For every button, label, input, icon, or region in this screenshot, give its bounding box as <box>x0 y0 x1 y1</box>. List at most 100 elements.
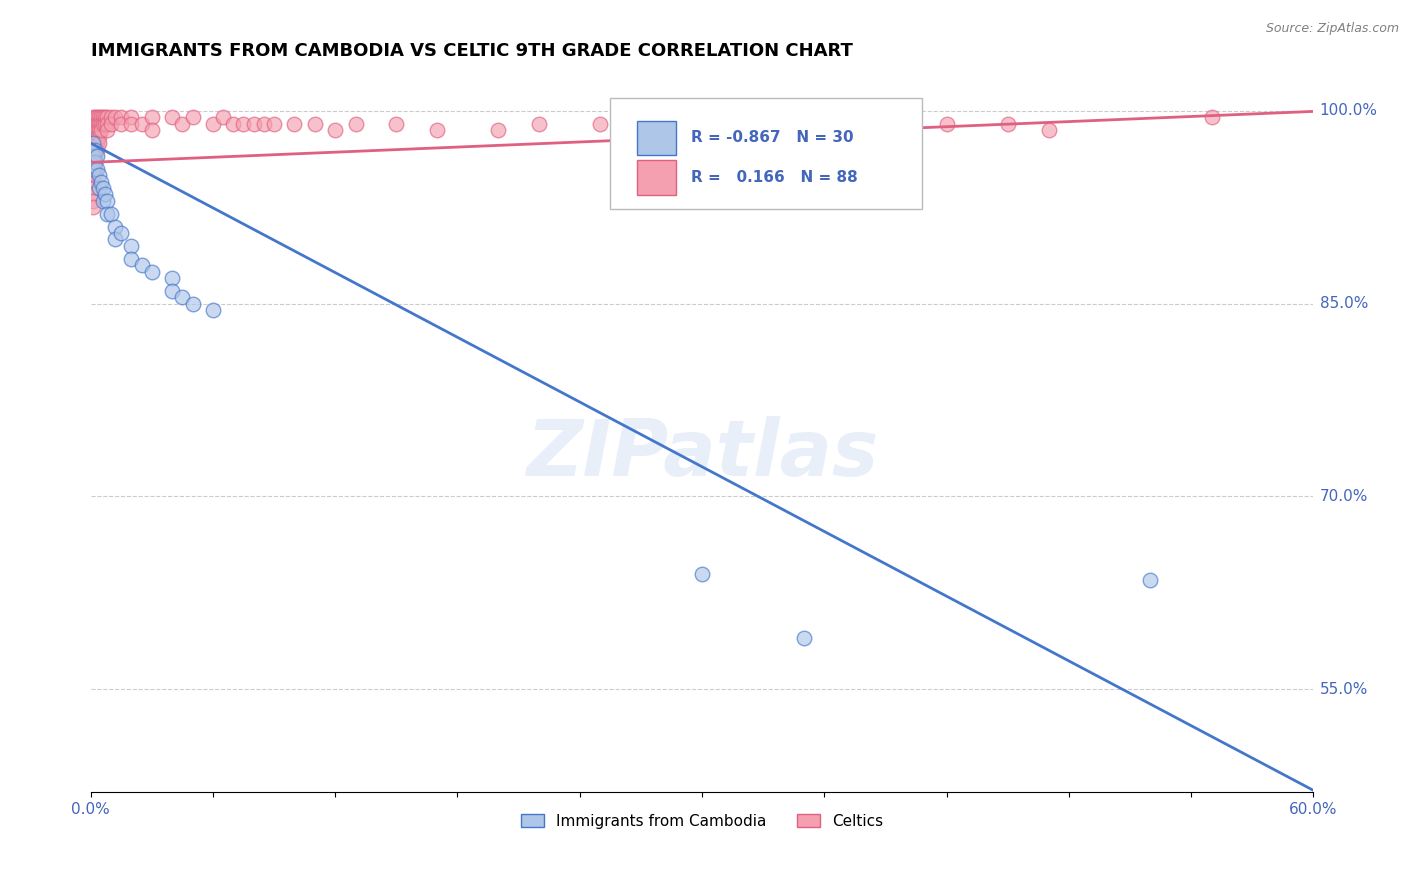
Point <box>83 143 105 157</box>
Point <box>86 123 108 137</box>
Text: ZIPatlas: ZIPatlas <box>526 416 879 491</box>
Point <box>82 143 104 157</box>
Point <box>83 136 105 150</box>
Point <box>242 117 264 131</box>
Point <box>527 117 550 131</box>
Point <box>690 123 713 137</box>
Point <box>86 149 108 163</box>
Point <box>94 117 117 131</box>
Point <box>96 123 118 137</box>
Point <box>1201 111 1223 125</box>
Point <box>87 111 110 125</box>
Point <box>87 129 110 144</box>
Point <box>344 117 367 131</box>
Point <box>181 111 204 125</box>
Point <box>486 123 509 137</box>
Point <box>141 264 163 278</box>
Point <box>82 129 104 144</box>
Text: 55.0%: 55.0% <box>1320 681 1368 697</box>
Point <box>201 117 224 131</box>
Point <box>96 194 118 208</box>
Point <box>172 290 194 304</box>
Point <box>120 239 142 253</box>
Point <box>1038 123 1060 137</box>
Point <box>94 187 117 202</box>
Point <box>82 155 104 169</box>
Point <box>426 123 449 137</box>
Point <box>160 111 183 125</box>
Point <box>82 149 104 163</box>
Point <box>83 161 105 176</box>
Point <box>83 155 105 169</box>
Point <box>141 111 163 125</box>
Point <box>96 117 118 131</box>
Point <box>110 111 132 125</box>
Point <box>96 207 118 221</box>
Point <box>82 111 104 125</box>
Point <box>212 111 235 125</box>
Point <box>385 117 408 131</box>
Text: Source: ZipAtlas.com: Source: ZipAtlas.com <box>1265 22 1399 36</box>
Point <box>323 123 346 137</box>
Point <box>82 194 104 208</box>
Point <box>90 123 112 137</box>
Point <box>104 111 127 125</box>
Point <box>86 136 108 150</box>
Point <box>141 123 163 137</box>
Bar <box>637 120 676 155</box>
Point <box>82 161 104 176</box>
Text: R =   0.166   N = 88: R = 0.166 N = 88 <box>690 170 858 185</box>
Point <box>894 117 917 131</box>
Text: IMMIGRANTS FROM CAMBODIA VS CELTIC 9TH GRADE CORRELATION CHART: IMMIGRANTS FROM CAMBODIA VS CELTIC 9TH G… <box>90 42 852 60</box>
Text: 100.0%: 100.0% <box>1320 103 1378 119</box>
Point <box>82 161 104 176</box>
Point <box>304 117 326 131</box>
Point <box>83 149 105 163</box>
Point <box>91 194 114 208</box>
Point <box>232 117 254 131</box>
Point <box>82 117 104 131</box>
Point <box>86 117 108 131</box>
FancyBboxPatch shape <box>610 97 922 209</box>
Point <box>253 117 276 131</box>
Point <box>650 123 672 137</box>
Point <box>82 200 104 214</box>
Point <box>86 129 108 144</box>
Point <box>83 123 105 137</box>
Point <box>110 117 132 131</box>
Text: 70.0%: 70.0% <box>1320 489 1368 504</box>
Point <box>82 136 104 150</box>
Point <box>120 111 142 125</box>
Point <box>110 226 132 240</box>
Point <box>1139 573 1161 587</box>
Point <box>96 111 118 125</box>
Point <box>86 161 108 176</box>
Point <box>83 117 105 131</box>
Point <box>91 117 114 131</box>
Point <box>90 175 112 189</box>
Point <box>87 136 110 150</box>
Point <box>82 149 104 163</box>
Point <box>100 117 122 131</box>
Point <box>83 143 105 157</box>
Point <box>83 168 105 182</box>
Point <box>82 175 104 189</box>
Point <box>263 117 285 131</box>
Point <box>83 155 105 169</box>
Point <box>283 117 305 131</box>
Point <box>131 258 153 272</box>
Point <box>104 219 127 234</box>
Point <box>82 168 104 182</box>
Point <box>94 111 117 125</box>
Point <box>91 181 114 195</box>
Point <box>160 271 183 285</box>
Point <box>181 296 204 310</box>
Point <box>91 111 114 125</box>
Point <box>935 117 957 131</box>
Point <box>793 631 815 645</box>
Point <box>86 111 108 125</box>
Point <box>120 117 142 131</box>
Point <box>793 123 815 137</box>
Point <box>90 117 112 131</box>
Point <box>731 117 754 131</box>
